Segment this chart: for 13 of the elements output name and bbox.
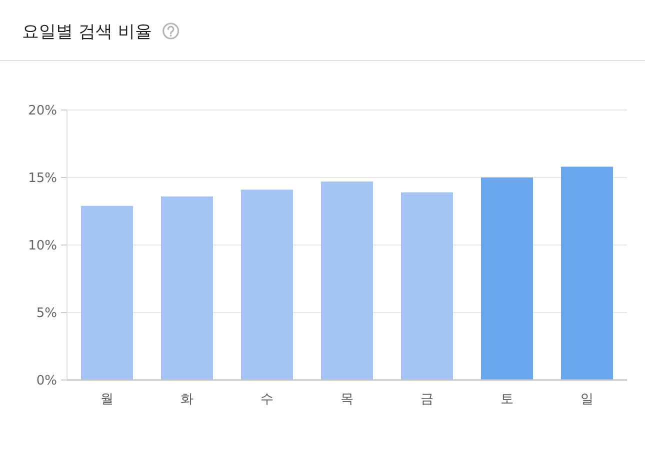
x-tick-label: 수: [260, 392, 274, 407]
y-tick-label: 0%: [36, 374, 57, 388]
title: 요일별 검색 비율: [22, 22, 152, 42]
x-tick-label: 목: [340, 392, 354, 407]
y-tick-label: 15%: [28, 171, 57, 186]
x-tick-label: 월: [100, 392, 114, 407]
y-tick-label: 10%: [28, 238, 57, 254]
y-tick-label: 5%: [36, 306, 57, 321]
x-tick-label: 금: [420, 392, 434, 407]
x-tick-label: 일: [580, 392, 594, 407]
y-tick-label: 20%: [28, 104, 57, 118]
x-tick-label: 토: [500, 392, 514, 407]
x-tick-label: 화: [180, 392, 194, 407]
